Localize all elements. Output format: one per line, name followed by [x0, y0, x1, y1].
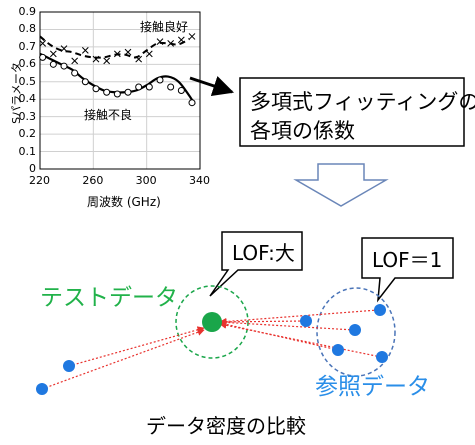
distance-arrow	[41, 328, 205, 390]
y-tick-label: 0.2	[18, 127, 37, 141]
series-marker-x	[167, 40, 175, 47]
lof-large-bubble	[209, 231, 303, 297]
series-marker-x	[188, 33, 196, 40]
series-marker-o	[103, 88, 111, 96]
y-tick-label: 0.4	[18, 92, 37, 106]
reference-point	[332, 344, 344, 356]
reference-point	[374, 304, 386, 316]
series-marker-o	[145, 83, 153, 91]
distance-arrow	[219, 321, 382, 358]
x-tick-label: 340	[189, 174, 210, 187]
series-marker-o	[81, 78, 89, 86]
reference-data-neighborhood	[316, 287, 396, 377]
outlier-point	[36, 383, 48, 395]
reference-point	[349, 324, 361, 336]
series-marker-o	[177, 87, 185, 94]
y-tick-label: 0.3	[18, 109, 37, 123]
series-line	[39, 35, 190, 59]
reference-data-label: 参照データ	[315, 374, 430, 400]
y-tick-label: 0	[29, 162, 36, 175]
lof-one-bubble	[361, 237, 454, 303]
series-label-poor-contact: 接触不良	[84, 108, 133, 122]
series-marker-o	[60, 62, 68, 70]
series-marker-x	[156, 38, 164, 46]
outlier-point	[63, 360, 75, 372]
plot-frame	[39, 11, 201, 170]
down-block-arrow	[293, 163, 389, 207]
series-label-good-contact: 接触良好	[140, 20, 189, 34]
distance-arrow	[219, 309, 379, 326]
series-marker-o	[124, 88, 132, 96]
callout-line-1: 多項式フィッティングの	[250, 90, 475, 114]
chart-markers	[39, 33, 196, 107]
series-marker-x	[103, 57, 111, 65]
series-marker-x	[71, 57, 79, 65]
series-marker-x	[81, 47, 89, 54]
reference-point	[300, 315, 312, 327]
callout-line-2: 各項の係数	[250, 119, 355, 143]
series-marker-x	[135, 55, 143, 63]
x-tick-label: 260	[82, 174, 104, 187]
distance-arrows	[41, 309, 382, 390]
test-data-label: テストデータ	[40, 285, 178, 311]
series-marker-x	[177, 36, 185, 44]
series-marker-x	[60, 45, 68, 52]
series-marker-o	[39, 53, 47, 61]
distance-arrow	[68, 326, 205, 367]
y-tick-label: 0.5	[18, 74, 37, 88]
test-data-point	[202, 312, 222, 332]
series-marker-o	[49, 60, 57, 68]
distance-arrow	[219, 318, 355, 331]
series-marker-x	[49, 50, 57, 58]
series-marker-o	[167, 83, 175, 91]
series-marker-x	[145, 50, 153, 58]
reference-data-points	[36, 304, 388, 395]
x-axis-label: 周波数 (GHz)	[87, 195, 161, 209]
series-marker-x	[39, 40, 47, 47]
series-marker-x	[92, 55, 100, 63]
chart-to-callout-arrow	[189, 76, 234, 96]
y-tick-label: 0.7	[18, 39, 37, 53]
y-tick-label: 0.6	[18, 57, 37, 71]
series-marker-o	[113, 90, 121, 98]
x-tick-label: 220	[29, 174, 50, 187]
reference-point	[376, 351, 388, 363]
y-tick-label: 0.8	[18, 22, 37, 36]
caption: データ密度の比較	[146, 414, 306, 438]
x-tick-label: 300	[135, 174, 157, 187]
lof-large-label: LOF:大	[232, 241, 295, 265]
lof-one-label: LOF＝1	[372, 248, 443, 272]
callout-box	[239, 77, 465, 147]
series-marker-o	[92, 85, 100, 93]
series-marker-x	[124, 48, 132, 56]
y-tick-label: 0.1	[18, 144, 37, 158]
series-marker-x	[113, 50, 121, 58]
series-marker-o	[188, 99, 196, 107]
series-marker-o	[156, 76, 164, 84]
series-marker-o	[71, 69, 79, 77]
series-marker-o	[135, 83, 143, 91]
y-tick-label: 0.9	[18, 5, 37, 18]
